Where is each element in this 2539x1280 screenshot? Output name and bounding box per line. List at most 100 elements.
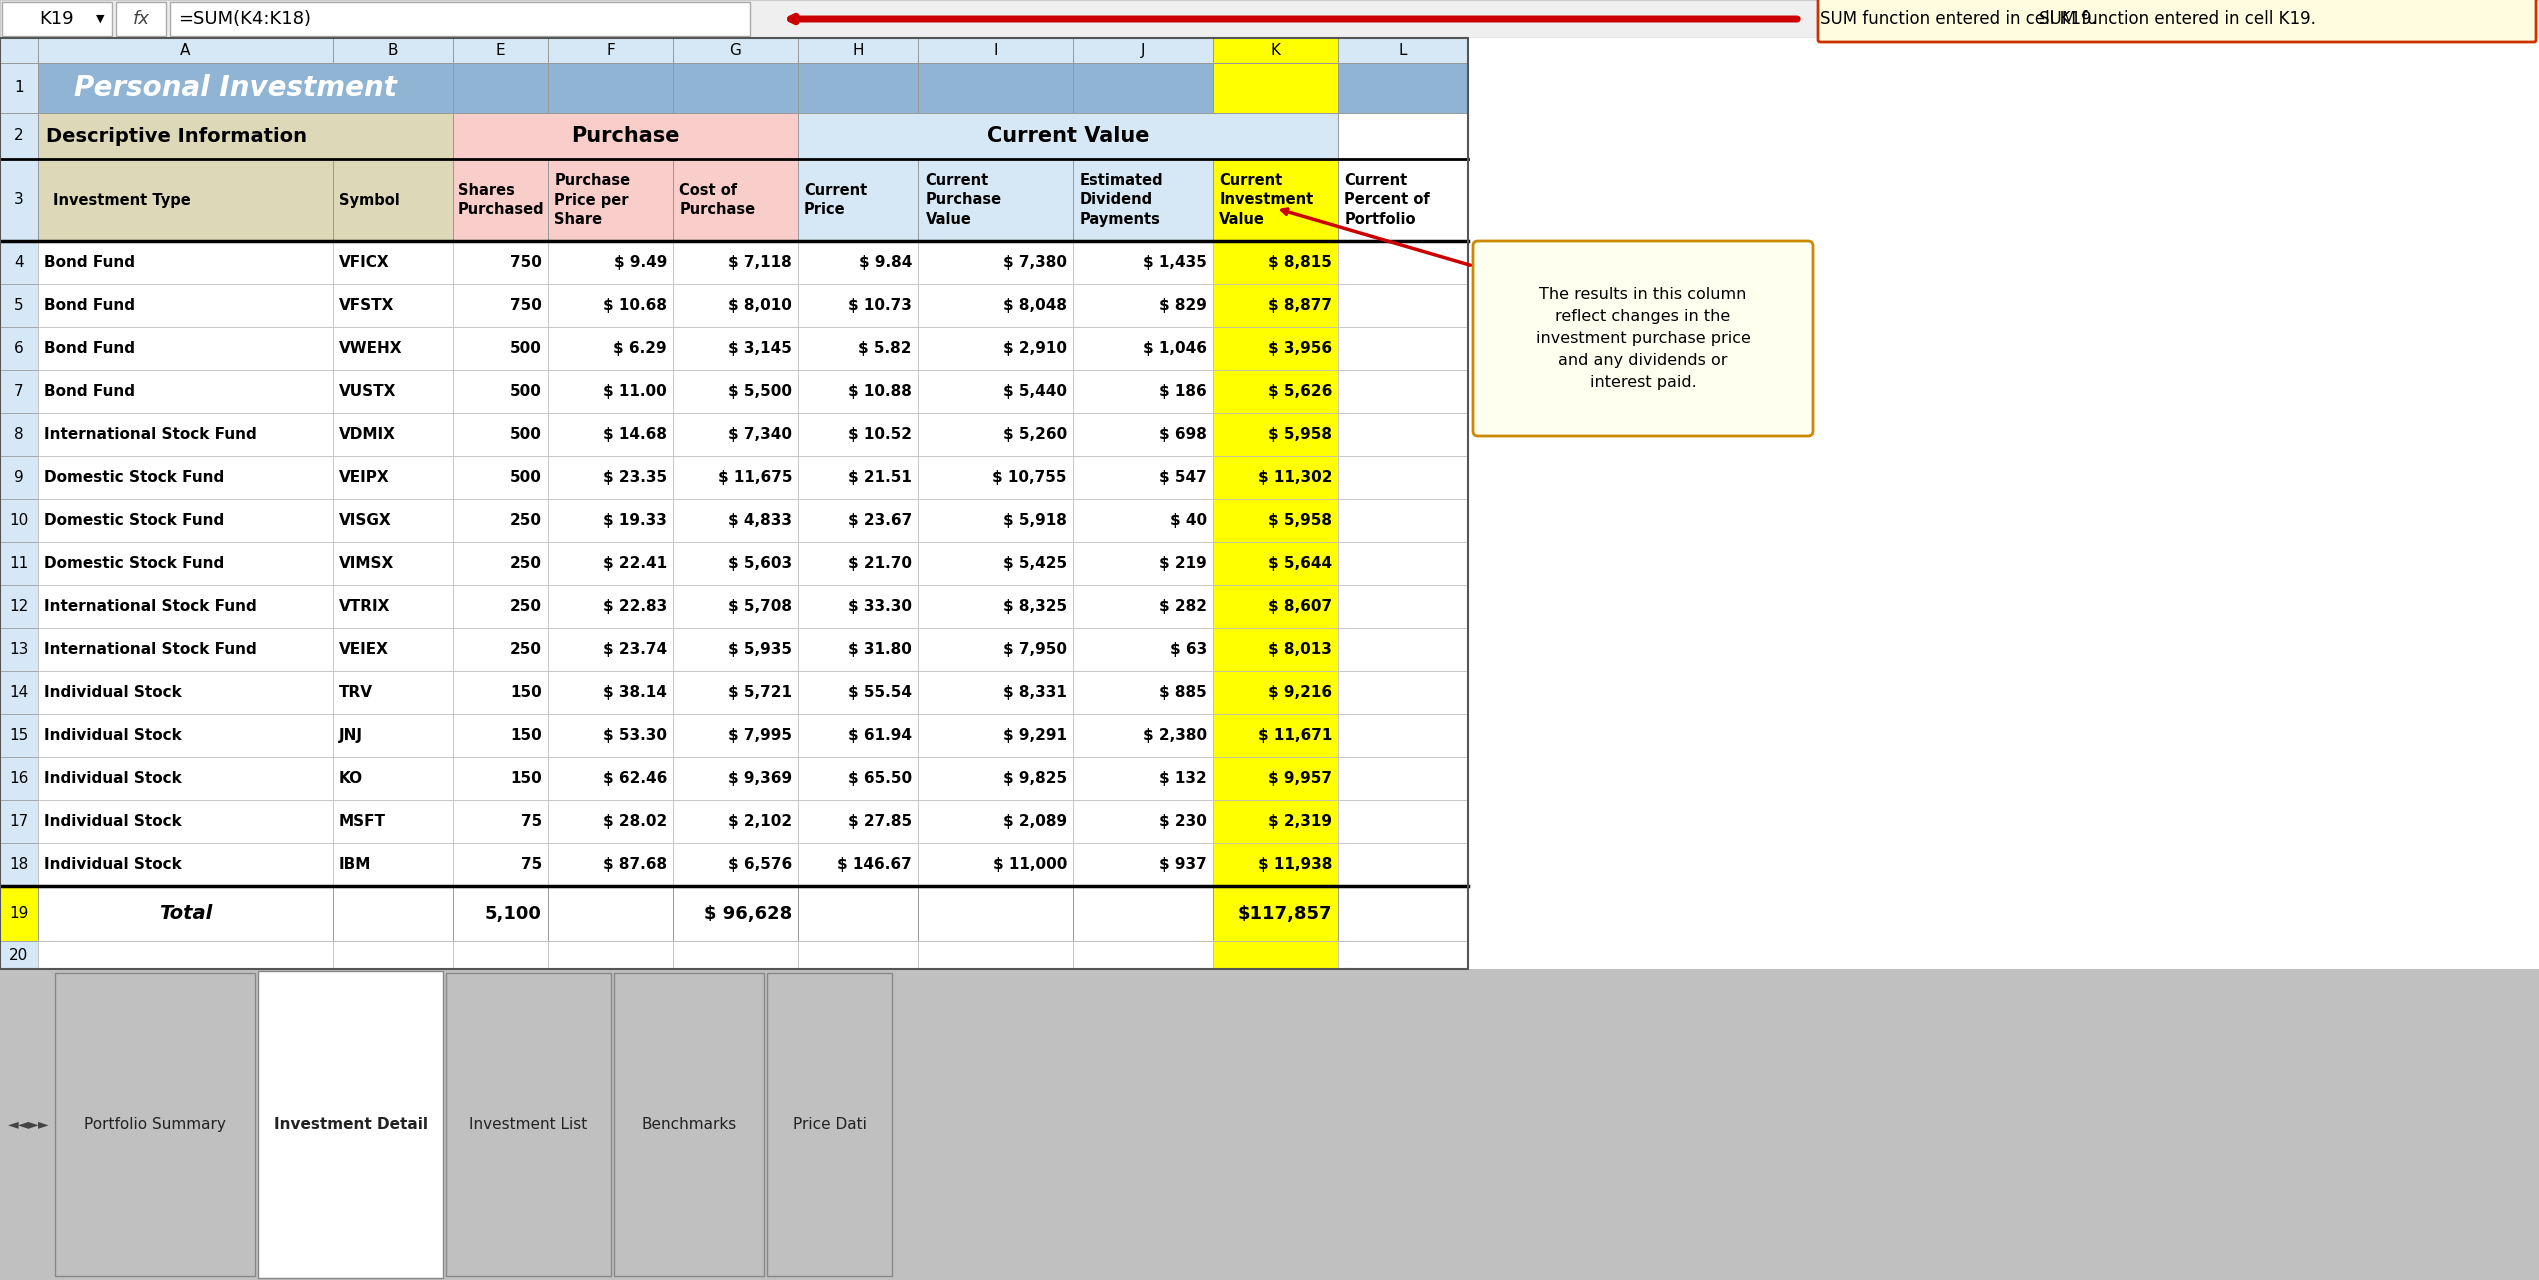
Text: VUSTX: VUSTX (340, 384, 396, 399)
Bar (919, 159, 1074, 241)
Text: $ 5,260: $ 5,260 (1003, 428, 1066, 442)
Bar (919, 456, 1074, 499)
Text: Investment Detail: Investment Detail (274, 1117, 427, 1132)
Bar (673, 456, 797, 499)
Text: 150: 150 (510, 685, 541, 700)
Bar (1338, 284, 1468, 326)
Bar (0, 159, 38, 241)
Text: 250: 250 (510, 513, 541, 527)
Bar (919, 714, 1074, 756)
Bar (919, 585, 1074, 628)
Text: $ 14.68: $ 14.68 (602, 428, 668, 442)
Bar (1074, 886, 1214, 941)
Text: $ 8,010: $ 8,010 (729, 298, 792, 314)
Text: 15: 15 (10, 728, 28, 742)
Bar (548, 800, 673, 844)
Bar (452, 941, 548, 969)
Bar (1214, 284, 1338, 326)
Bar (614, 973, 764, 1276)
Bar (673, 671, 797, 714)
Bar (1214, 756, 1338, 800)
Text: 19: 19 (10, 906, 28, 922)
Text: Domestic Stock Fund: Domestic Stock Fund (43, 556, 223, 571)
Text: $ 1,435: $ 1,435 (1143, 255, 1206, 270)
Bar (1074, 628, 1214, 671)
Text: Current
Percent of
Portfolio: Current Percent of Portfolio (1346, 173, 1429, 227)
Text: $ 547: $ 547 (1160, 470, 1206, 485)
Bar (548, 284, 673, 326)
Text: $ 63: $ 63 (1170, 643, 1206, 657)
Bar (452, 628, 548, 671)
Bar (1338, 63, 1468, 113)
Bar (1214, 370, 1338, 413)
Text: Estimated
Dividend
Payments: Estimated Dividend Payments (1079, 173, 1163, 227)
Bar (1074, 63, 1214, 113)
Bar (1214, 63, 1338, 113)
Text: $ 5,958: $ 5,958 (1267, 513, 1333, 527)
Text: Bond Fund: Bond Fund (43, 340, 135, 356)
Text: $ 5,918: $ 5,918 (1003, 513, 1066, 527)
Text: $ 38.14: $ 38.14 (604, 685, 668, 700)
Bar (0, 63, 38, 113)
Text: Benchmarks: Benchmarks (642, 1117, 736, 1132)
Text: VEIEX: VEIEX (340, 643, 388, 657)
Bar (1338, 886, 1468, 941)
Bar (333, 499, 452, 541)
Bar (38, 370, 333, 413)
Text: 4: 4 (15, 255, 23, 270)
Text: 5,100: 5,100 (485, 905, 541, 923)
Text: $ 7,950: $ 7,950 (1003, 643, 1066, 657)
Text: $ 7,118: $ 7,118 (729, 255, 792, 270)
Text: $ 230: $ 230 (1160, 814, 1206, 829)
Bar (452, 38, 548, 63)
Text: $ 282: $ 282 (1158, 599, 1206, 614)
Bar (38, 284, 333, 326)
Text: $ 5,425: $ 5,425 (1003, 556, 1066, 571)
Bar (3, 3, 112, 36)
Bar (673, 714, 797, 756)
Bar (548, 413, 673, 456)
Bar (548, 714, 673, 756)
Text: Symbol: Symbol (340, 192, 399, 207)
Text: VWEHX: VWEHX (340, 340, 404, 356)
Text: $ 7,995: $ 7,995 (729, 728, 792, 742)
Text: Domestic Stock Fund: Domestic Stock Fund (43, 513, 223, 527)
Text: Current
Purchase
Value: Current Purchase Value (927, 173, 1003, 227)
Text: A: A (180, 44, 190, 58)
Text: Total: Total (160, 904, 213, 923)
Bar (548, 159, 673, 241)
Bar (919, 284, 1074, 326)
Text: $ 10,755: $ 10,755 (993, 470, 1066, 485)
Text: $ 9,825: $ 9,825 (1003, 771, 1066, 786)
Text: KO: KO (340, 771, 363, 786)
Bar (1074, 941, 1214, 969)
Bar (673, 326, 797, 370)
Text: 250: 250 (510, 599, 541, 614)
Text: 5: 5 (15, 298, 23, 314)
Bar (1074, 326, 1214, 370)
Text: $ 23.35: $ 23.35 (602, 470, 668, 485)
Text: $ 11,000: $ 11,000 (993, 858, 1066, 872)
Bar (333, 628, 452, 671)
Bar (673, 844, 797, 886)
Bar (38, 38, 333, 63)
Text: $ 87.68: $ 87.68 (602, 858, 668, 872)
Bar (767, 973, 891, 1276)
Text: $ 11,302: $ 11,302 (1257, 470, 1333, 485)
Text: 18: 18 (10, 858, 28, 872)
Text: $ 937: $ 937 (1160, 858, 1206, 872)
Bar (1338, 159, 1468, 241)
Bar (333, 800, 452, 844)
Bar (38, 756, 333, 800)
Bar (1074, 585, 1214, 628)
Text: $ 2,089: $ 2,089 (1003, 814, 1066, 829)
Bar (452, 413, 548, 456)
Bar (333, 886, 452, 941)
Text: $ 11,938: $ 11,938 (1257, 858, 1333, 872)
Bar (797, 499, 919, 541)
Bar (919, 756, 1074, 800)
Bar (548, 326, 673, 370)
Text: 750: 750 (510, 255, 541, 270)
Bar (673, 585, 797, 628)
Bar (548, 456, 673, 499)
